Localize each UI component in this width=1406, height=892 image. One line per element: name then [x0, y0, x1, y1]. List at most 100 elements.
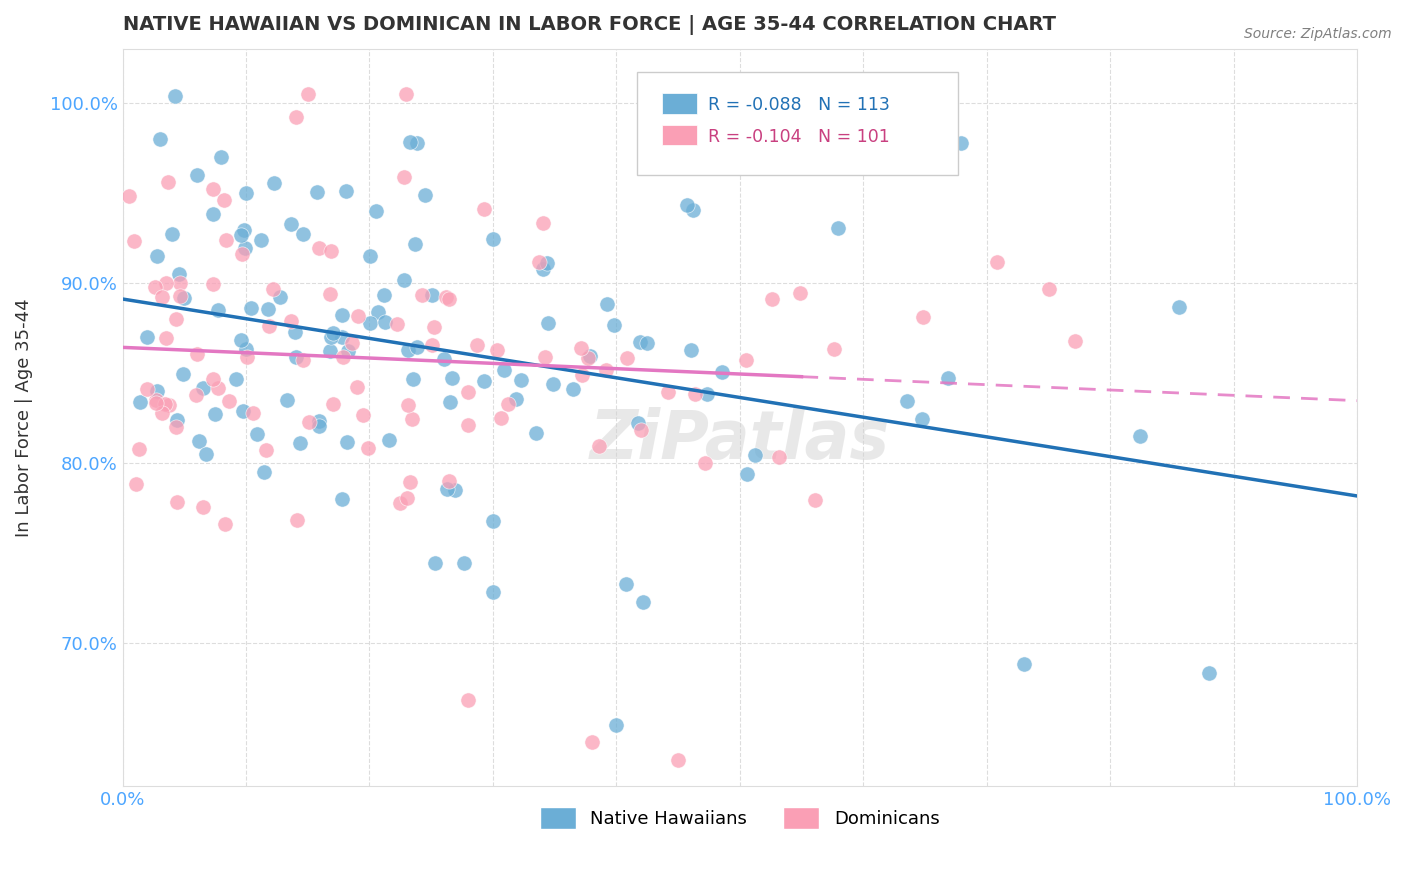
Text: Source: ZipAtlas.com: Source: ZipAtlas.com [1244, 27, 1392, 41]
Point [631, 595, 654, 609]
Point [242, 405, 264, 419]
Point [173, 291, 195, 305]
Point [496, 397, 519, 411]
Point [1038, 282, 1060, 296]
FancyBboxPatch shape [662, 93, 696, 113]
Point [297, 87, 319, 102]
Point [986, 255, 1008, 269]
Point [434, 290, 457, 304]
Point [231, 227, 253, 242]
Point [225, 372, 247, 386]
Point [201, 182, 224, 196]
Point [627, 417, 650, 431]
Point [298, 415, 321, 429]
Point [214, 517, 236, 532]
Point [207, 381, 229, 395]
Point [505, 392, 527, 407]
Point [136, 329, 159, 343]
Point [118, 188, 141, 202]
Point [1168, 300, 1191, 314]
Point [405, 340, 427, 354]
Point [439, 394, 461, 409]
Point [157, 175, 180, 189]
Point [204, 407, 226, 421]
Point [896, 394, 918, 409]
Point [804, 493, 827, 508]
Point [420, 288, 443, 302]
Point [404, 236, 426, 251]
Point [319, 244, 342, 259]
Point [735, 467, 758, 481]
FancyBboxPatch shape [637, 71, 959, 175]
Point [630, 424, 652, 438]
Point [439, 474, 461, 488]
Point [367, 305, 389, 319]
Point [936, 370, 959, 384]
Y-axis label: In Labor Force | Age 35-44: In Labor Force | Age 35-44 [15, 299, 32, 537]
Point [291, 353, 314, 368]
Point [166, 495, 188, 509]
Point [673, 122, 696, 136]
Point [232, 404, 254, 418]
Point [253, 465, 276, 479]
Point [395, 491, 418, 505]
Point [536, 317, 558, 331]
Point [352, 409, 374, 423]
Point [169, 276, 191, 290]
Point [681, 343, 703, 358]
Point [912, 310, 935, 324]
Point [335, 184, 357, 198]
Point [283, 326, 305, 340]
Point [330, 308, 353, 322]
Point [305, 185, 328, 199]
Point [280, 217, 302, 231]
Point [439, 292, 461, 306]
Text: NATIVE HAWAIIAN VS DOMINICAN IN LABOR FORCE | AGE 35-44 CORRELATION CHART: NATIVE HAWAIIAN VS DOMINICAN IN LABOR FO… [122, 15, 1056, 35]
Point [155, 276, 177, 290]
Point [433, 352, 456, 367]
Point [457, 384, 479, 399]
Point [337, 344, 360, 359]
Point [385, 317, 408, 331]
Point [579, 350, 602, 364]
Point [581, 734, 603, 748]
Point [280, 314, 302, 328]
Point [457, 693, 479, 707]
Point [157, 398, 180, 412]
Point [657, 385, 679, 400]
Point [472, 374, 495, 388]
Point [789, 285, 811, 300]
Point [569, 341, 592, 355]
Point [531, 261, 554, 276]
Point [571, 368, 593, 382]
Point [330, 330, 353, 344]
Point [233, 223, 256, 237]
Point [145, 393, 167, 408]
Point [596, 297, 619, 311]
Point [145, 384, 167, 399]
Point [135, 382, 157, 396]
Point [588, 439, 610, 453]
Point [285, 110, 308, 124]
Point [605, 718, 627, 732]
Point [457, 417, 479, 432]
Point [949, 136, 972, 151]
Point [236, 350, 259, 364]
Point [744, 448, 766, 462]
Point [288, 436, 311, 450]
Point [465, 338, 488, 352]
Point [373, 288, 395, 302]
Point [394, 273, 416, 287]
Point [711, 365, 734, 379]
Point [768, 450, 790, 464]
Point [491, 410, 513, 425]
Point [285, 513, 308, 527]
Point [340, 336, 363, 351]
Point [827, 220, 849, 235]
Point [524, 425, 547, 440]
Point [169, 289, 191, 303]
Point [616, 351, 638, 365]
Point [308, 419, 330, 434]
Point [420, 338, 443, 352]
Point [453, 556, 475, 570]
